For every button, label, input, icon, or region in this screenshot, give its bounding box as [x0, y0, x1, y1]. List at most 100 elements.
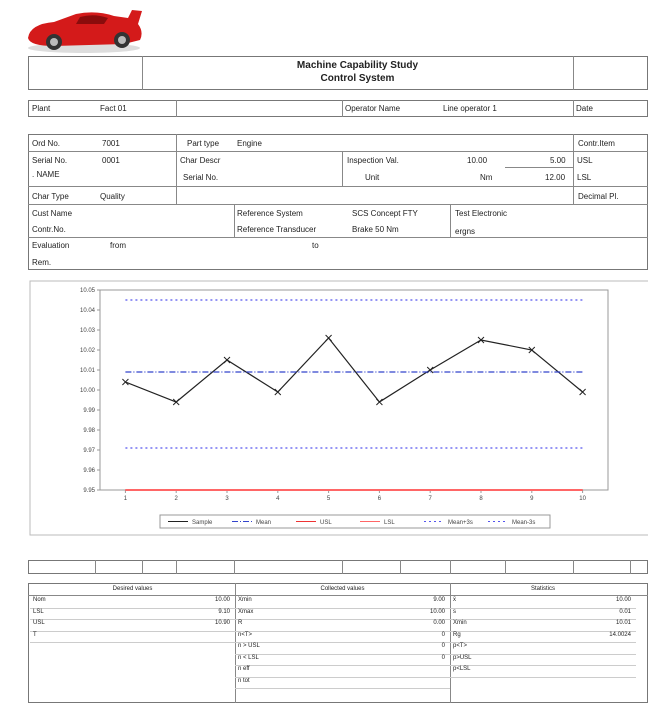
divider: [573, 134, 574, 204]
row-value: 10.00: [429, 608, 445, 615]
y-tick-label: 9.98: [83, 428, 95, 434]
row-label: Rg: [453, 631, 461, 638]
divider: [450, 607, 636, 609]
y-tick-label: 10.00: [80, 388, 96, 394]
label: Ord No.: [32, 139, 61, 148]
row-value: 0.00: [433, 620, 445, 626]
row-value: 0: [441, 643, 445, 649]
y-tick-label: 10.03: [80, 328, 96, 334]
row-label: Nom: [33, 597, 46, 603]
x-tick-label: 10: [579, 496, 586, 502]
x-tick-label: 2: [175, 496, 179, 502]
x-tick-label: 1: [124, 496, 128, 502]
label: Part type: [187, 139, 220, 148]
divider: [342, 100, 343, 117]
label: from: [110, 241, 126, 250]
y-tick-label: 9.99: [83, 408, 95, 414]
x-tick-label: 7: [429, 496, 433, 502]
label: Date: [576, 104, 593, 113]
sample-marker: [172, 398, 180, 406]
value: 7001: [102, 139, 120, 148]
divider: [30, 630, 235, 632]
sample-marker: [376, 398, 383, 406]
divider: [30, 607, 235, 609]
divider: [505, 167, 573, 168]
row-value: 9.10: [218, 608, 230, 615]
label: Serial No.: [183, 173, 219, 182]
divider: [573, 56, 574, 90]
value: Line operator 1: [443, 104, 497, 113]
legend-label: Mean: [256, 520, 271, 526]
label: Contr.Item: [578, 139, 615, 148]
legend-label: Mean-3s: [512, 520, 535, 526]
divider: [30, 642, 235, 643]
y-tick-label: 10.05: [80, 288, 96, 294]
row-label: Xmin: [453, 620, 467, 626]
divider: [30, 619, 235, 620]
row-label: n > USL: [238, 643, 260, 649]
divider: [450, 560, 451, 574]
value: Test Electronic: [455, 209, 508, 218]
divider: [450, 204, 451, 237]
label: . NAME: [32, 170, 60, 179]
divider: [142, 560, 143, 574]
row-label: s: [453, 608, 456, 615]
label: Reference System: [237, 209, 303, 218]
label: LSL: [577, 173, 592, 182]
car-logo: [28, 10, 142, 53]
column-header: Statistics: [530, 586, 555, 592]
value: Brake 50 Nm: [352, 225, 399, 234]
label: Decimal Pl.: [578, 192, 619, 201]
x-tick-label: 5: [327, 496, 331, 502]
row-label: LSL: [33, 608, 44, 615]
divider: [95, 560, 96, 574]
value: Engine: [237, 139, 262, 148]
x-tick-label: 4: [276, 496, 280, 502]
row-label: Xmax: [238, 608, 254, 615]
divider: [342, 151, 343, 186]
divider: [28, 151, 648, 152]
row-label: T: [33, 631, 37, 638]
label: Char Descr: [180, 156, 221, 165]
sample-marker: [223, 356, 231, 364]
value: Fact 01: [100, 104, 127, 113]
sample-marker: [579, 388, 586, 396]
divider: [176, 560, 177, 574]
row-value: 10.00: [615, 597, 631, 603]
row-value: 14.0024: [609, 631, 631, 638]
label: Operator Name: [345, 104, 401, 113]
row-value: 0: [441, 654, 445, 661]
strip-row: [28, 560, 648, 574]
divider: [234, 560, 235, 574]
y-tick-label: 9.96: [83, 468, 95, 474]
divider: [235, 676, 450, 678]
row-label: USL: [33, 620, 45, 626]
sample-marker: [122, 378, 129, 386]
divider: [28, 595, 648, 596]
divider: [235, 619, 450, 620]
row-label: n<T>: [238, 631, 253, 638]
divider: [450, 653, 636, 655]
row-label: n < LSL: [238, 654, 259, 661]
sample-marker: [477, 336, 485, 344]
divider: [450, 630, 636, 632]
divider: [235, 653, 450, 655]
divider: [450, 642, 636, 643]
label: Plant: [32, 104, 51, 113]
label: Serial No.: [32, 156, 68, 165]
value: 10.00: [467, 156, 488, 165]
label: Rem.: [32, 258, 52, 267]
legend-label: USL: [320, 520, 332, 526]
row-label: Xmin: [238, 597, 252, 603]
row-value: 10.90: [214, 620, 230, 626]
divider: [573, 100, 574, 117]
row-label: n tot: [238, 677, 250, 684]
label: to: [312, 241, 319, 250]
row-label: n eff: [238, 666, 250, 672]
value: 0001: [102, 156, 120, 165]
row-label: p<LSL: [453, 666, 471, 672]
label: Char Type: [32, 192, 69, 201]
divider: [28, 204, 648, 205]
x-tick-label: 8: [479, 496, 483, 502]
